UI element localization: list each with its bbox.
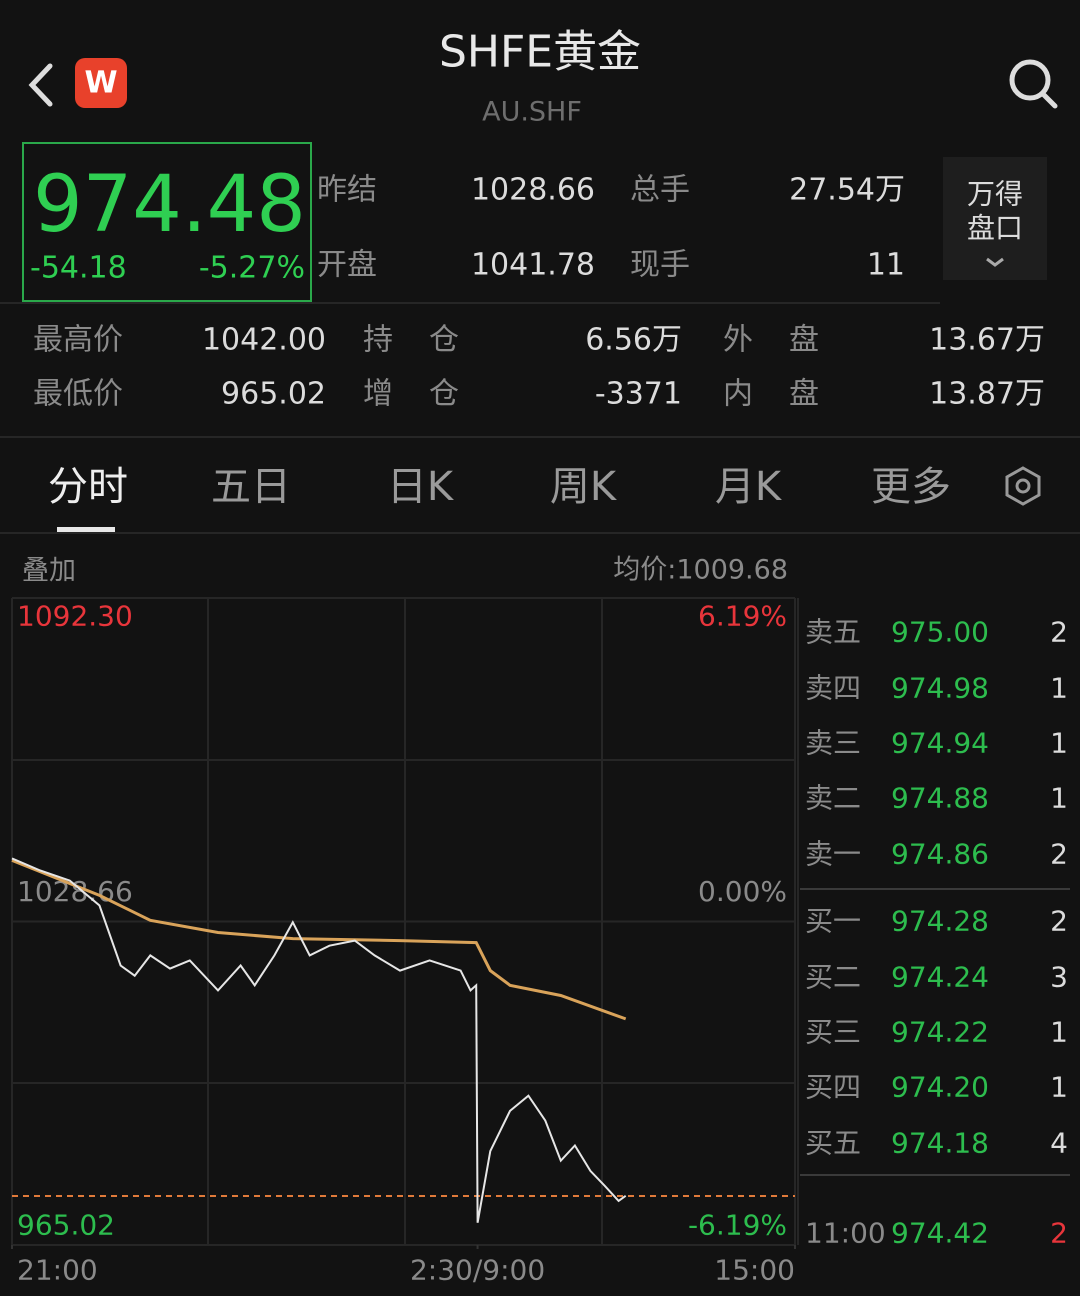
book-price: 975.00: [891, 616, 989, 649]
x-tick-label: 15:00: [714, 1254, 795, 1287]
book-volume: 1: [1050, 1071, 1068, 1104]
book-volume: 1: [1050, 782, 1068, 815]
stat-value: 1028.66: [471, 173, 595, 208]
overlay-button[interactable]: 叠加: [22, 556, 76, 587]
price-box: [22, 142, 312, 302]
book-label: 买五: [805, 1127, 861, 1160]
book-label: 买四: [805, 1071, 861, 1104]
detail-value: 13.87万: [929, 377, 1045, 412]
detail-label: 增仓: [363, 377, 495, 412]
x-tick-label: 21:00: [17, 1254, 98, 1287]
detail-label: 内盘: [723, 377, 855, 412]
book-label: 买一: [805, 905, 861, 938]
chevron: [986, 257, 1004, 267]
book-label: 买三: [805, 1016, 861, 1049]
tab[interactable]: 日K: [387, 464, 455, 510]
book-label: 卖四: [805, 672, 861, 705]
detail-value: 13.67万: [929, 323, 1045, 358]
book-volume: 2: [1050, 905, 1068, 938]
book-price: 974.88: [891, 782, 989, 815]
detail-value: 965.02: [221, 377, 326, 412]
stat-value: 27.54万: [789, 173, 905, 208]
book-label: 卖一: [805, 838, 861, 871]
tab[interactable]: 周K: [550, 464, 618, 510]
book-price: 974.24: [891, 961, 989, 994]
x-tick-label: 2:30/9:00: [410, 1254, 545, 1287]
detail-label: 持仓: [363, 323, 495, 358]
panel-button-text: 万得: [967, 178, 1023, 211]
average-price: 均价:1009.68: [613, 555, 788, 586]
y2-tick-label: 0.00%: [698, 875, 787, 908]
book-label: 卖三: [805, 727, 861, 760]
book-price: 974.98: [891, 672, 989, 705]
y-tick-label: 965.02: [17, 1209, 115, 1242]
stat-label: 总手: [630, 173, 690, 208]
book-label: 买二: [805, 961, 861, 994]
book-label: 卖五: [805, 616, 861, 649]
y-tick-label: 1092.30: [17, 600, 133, 633]
trade-price: 974.42: [891, 1217, 989, 1250]
book-price: 974.94: [891, 727, 989, 760]
series-line: [11, 857, 627, 1223]
tab[interactable]: 分时: [48, 464, 128, 510]
tab-underline: [57, 527, 115, 532]
series-line: [11, 858, 627, 1021]
book-volume: 4: [1050, 1127, 1068, 1160]
panel-button-text: 盘口: [967, 212, 1023, 245]
detail-value: -3371: [595, 377, 682, 412]
change: -54.18: [30, 251, 127, 286]
book-price: 974.22: [891, 1016, 989, 1049]
book-price: 974.86: [891, 838, 989, 871]
detail-value: 1042.00: [202, 323, 326, 358]
trade-time: 11:00: [805, 1217, 886, 1250]
book-label: 卖二: [805, 782, 861, 815]
title: SHFE黄金: [439, 27, 641, 78]
trade-volume: 2: [1050, 1217, 1068, 1250]
y2-tick-label: 6.19%: [698, 600, 787, 633]
detail-label: 外盘: [723, 323, 855, 358]
tab[interactable]: 五日: [211, 464, 291, 510]
book-price: 974.28: [891, 905, 989, 938]
book-volume: 2: [1050, 838, 1068, 871]
stat-label: 昨结: [317, 173, 377, 208]
tab[interactable]: 月K: [715, 464, 783, 510]
detail-label: 最高价: [33, 323, 123, 358]
stat-label: 开盘: [317, 248, 377, 283]
tab[interactable]: 更多: [871, 464, 951, 510]
book-price: 974.18: [891, 1127, 989, 1160]
book-volume: 1: [1050, 1016, 1068, 1049]
search-button[interactable]: [1009, 59, 1058, 109]
book-volume: 1: [1050, 672, 1068, 705]
detail-label: 最低价: [33, 377, 123, 412]
book-price: 974.20: [891, 1071, 989, 1104]
logo-text: W: [84, 66, 117, 101]
stat-label: 现手: [630, 248, 690, 283]
book-volume: 1: [1050, 727, 1068, 760]
logo[interactable]: [75, 58, 127, 108]
last-price: 974.48: [33, 160, 306, 250]
settings-button[interactable]: [1005, 466, 1041, 506]
code: AU.SHF: [482, 97, 582, 128]
book-volume: 2: [1050, 616, 1068, 649]
book-volume: 3: [1050, 961, 1068, 994]
stat-value: 1041.78: [471, 248, 595, 283]
change-pct: -5.27%: [199, 251, 305, 286]
back-button[interactable]: [28, 63, 53, 107]
detail-value: 6.56万: [585, 323, 682, 358]
stat-value: 11: [867, 248, 905, 283]
panel-button[interactable]: [943, 157, 1047, 280]
y2-tick-label: -6.19%: [688, 1209, 787, 1242]
